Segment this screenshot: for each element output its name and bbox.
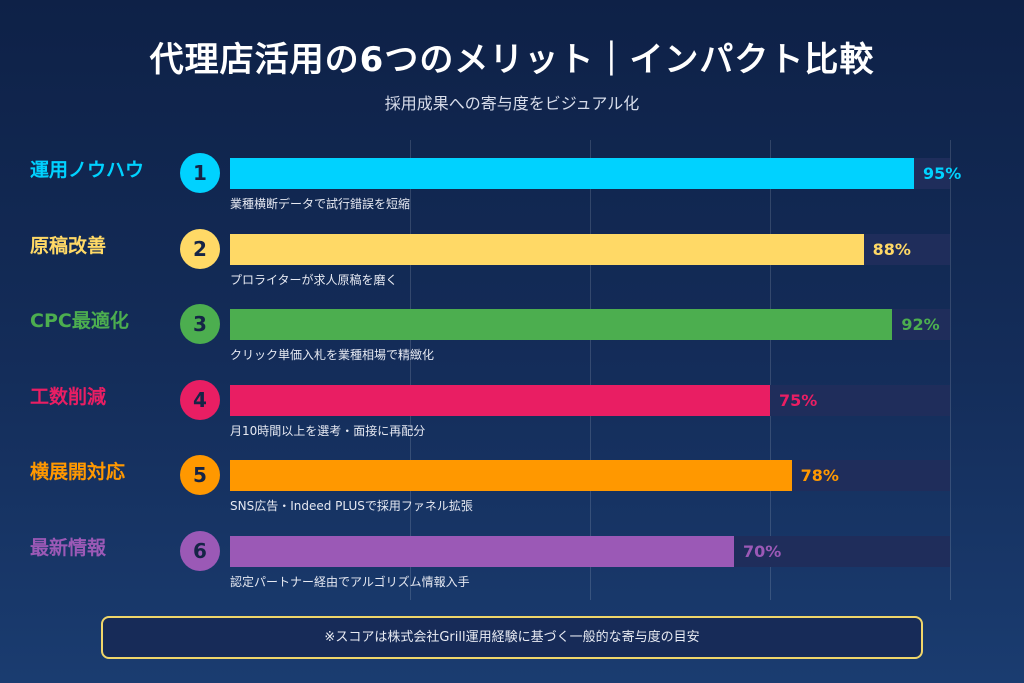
rank-badge: 1: [180, 153, 220, 193]
rank-badge: 5: [180, 455, 220, 495]
category-label: 最新情報: [30, 536, 107, 559]
bar-row: CPC最適化 3 92% クリック単価入札を業種相場で精緻化: [0, 304, 1024, 364]
gridline: [590, 140, 591, 600]
gridline: [410, 140, 411, 600]
rank-badge: 4: [180, 379, 220, 420]
chart-subtitle: 採用成果への寄与度をビジュアル化: [384, 94, 640, 113]
bar-description: SNS広告・Indeed PLUSで採用ファネル拡張: [230, 499, 473, 513]
bar-description: クリック単価入札を業種相場で精緻化: [230, 348, 435, 362]
chart-title: 代理店活用の6つのメリット｜インパクト比較: [149, 40, 875, 80]
bar-row: 最新情報 6 70% 認定パートナー経由でアルゴリズム情報入手: [0, 530, 1024, 591]
bar-description: 業種横断データで試行錯誤を短縮: [230, 197, 411, 211]
bar-track: [230, 535, 950, 567]
bar-row: 原稿改善 2 88% プロライターが求人原稿を磨く: [0, 228, 1024, 289]
footnote-box: ※スコアは株式会社Grill運用経験に基づく一般的な寄与度の目安: [101, 616, 923, 659]
value-label: 70%: [743, 541, 782, 561]
value-label: 95%: [923, 164, 962, 183]
bar: [230, 535, 734, 567]
value-label: 78%: [800, 466, 839, 485]
bar-track: [230, 158, 950, 189]
bar-track: [230, 384, 950, 416]
rank-badge: 2: [180, 228, 220, 269]
value-label: 92%: [901, 315, 940, 334]
bar: [230, 384, 770, 416]
value-label: 88%: [872, 239, 911, 259]
value-label: 75%: [779, 390, 818, 410]
bar-description: プロライターが求人原稿を磨く: [230, 272, 398, 287]
bar: [230, 158, 914, 189]
bar-row: 工数削減 4 75% 月10時間以上を選考・面接に再配分: [0, 379, 1024, 440]
rank-badge: 6: [180, 530, 220, 571]
bar: [230, 309, 893, 340]
bar-row: 運用ノウハウ 1 95% 業種横断データで試行錯誤を短縮: [0, 153, 1024, 213]
category-label: 運用ノウハウ: [30, 159, 145, 181]
category-label: 原稿改善: [30, 234, 107, 257]
bar: [230, 460, 792, 491]
gridline: [770, 140, 771, 600]
category-label: 工数削減: [30, 385, 107, 408]
bar-track: [230, 460, 950, 491]
rank-badge: 3: [180, 304, 220, 344]
gridline: [950, 140, 951, 600]
bar-description: 月10時間以上を選考・面接に再配分: [230, 423, 426, 438]
bar-description: 認定パートナー経由でアルゴリズム情報入手: [230, 574, 470, 589]
category-label: 横展開対応: [30, 461, 126, 483]
category-label: CPC最適化: [30, 310, 129, 332]
bar: [230, 233, 864, 265]
bar-track: [230, 233, 950, 265]
bar-row: 横展開対応 5 78% SNS広告・Indeed PLUSで採用ファネル拡張: [0, 455, 1024, 515]
bar-track: [230, 309, 950, 340]
